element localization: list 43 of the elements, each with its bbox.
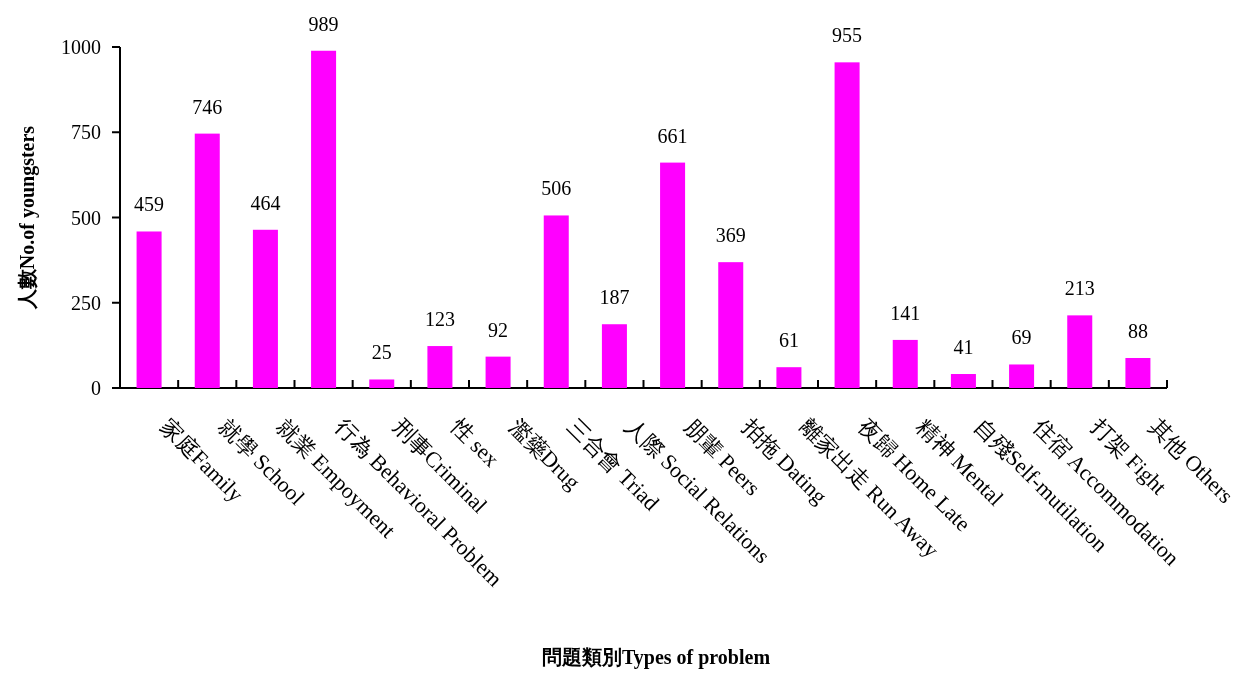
data-label: 92 xyxy=(488,318,509,341)
y-tick-label: 250 xyxy=(71,291,101,314)
data-label: 69 xyxy=(1011,326,1032,349)
data-label: 187 xyxy=(599,286,630,309)
data-label: 989 xyxy=(308,12,339,35)
y-tick-label: 750 xyxy=(71,121,101,144)
bar xyxy=(485,356,511,388)
bar xyxy=(834,62,860,388)
y-axis-title: 人數No.of youngsters xyxy=(16,125,39,311)
data-label: 141 xyxy=(890,301,921,324)
bar xyxy=(892,339,918,388)
data-label: 61 xyxy=(778,329,799,352)
x-axis-title: 問題類別Types of problem xyxy=(541,646,771,669)
bar xyxy=(543,215,569,388)
bar xyxy=(601,324,627,388)
data-label: 464 xyxy=(250,191,281,214)
bar xyxy=(718,262,744,388)
bar xyxy=(950,374,976,388)
data-label: 88 xyxy=(1127,319,1148,342)
bar xyxy=(252,229,278,388)
bar xyxy=(660,162,686,388)
bar xyxy=(369,379,395,388)
data-label: 123 xyxy=(424,308,455,331)
y-tick-label: 500 xyxy=(71,206,101,229)
data-label: 25 xyxy=(371,341,392,364)
data-label: 955 xyxy=(832,24,863,47)
bar xyxy=(1009,364,1035,388)
bar xyxy=(136,231,162,388)
bar xyxy=(1067,315,1093,388)
bar xyxy=(194,133,220,388)
data-label: 506 xyxy=(541,177,572,200)
y-tick-label: 1000 xyxy=(61,36,101,58)
data-label: 369 xyxy=(715,224,746,247)
bar xyxy=(427,346,453,388)
bar xyxy=(1125,357,1151,388)
data-label: 459 xyxy=(134,193,165,216)
bar xyxy=(776,367,802,388)
bar xyxy=(311,50,337,388)
data-label: 661 xyxy=(657,124,688,147)
data-label: 41 xyxy=(953,336,974,359)
data-label: 746 xyxy=(192,95,223,118)
data-label: 213 xyxy=(1064,277,1095,300)
y-tick-label: 0 xyxy=(91,377,101,399)
